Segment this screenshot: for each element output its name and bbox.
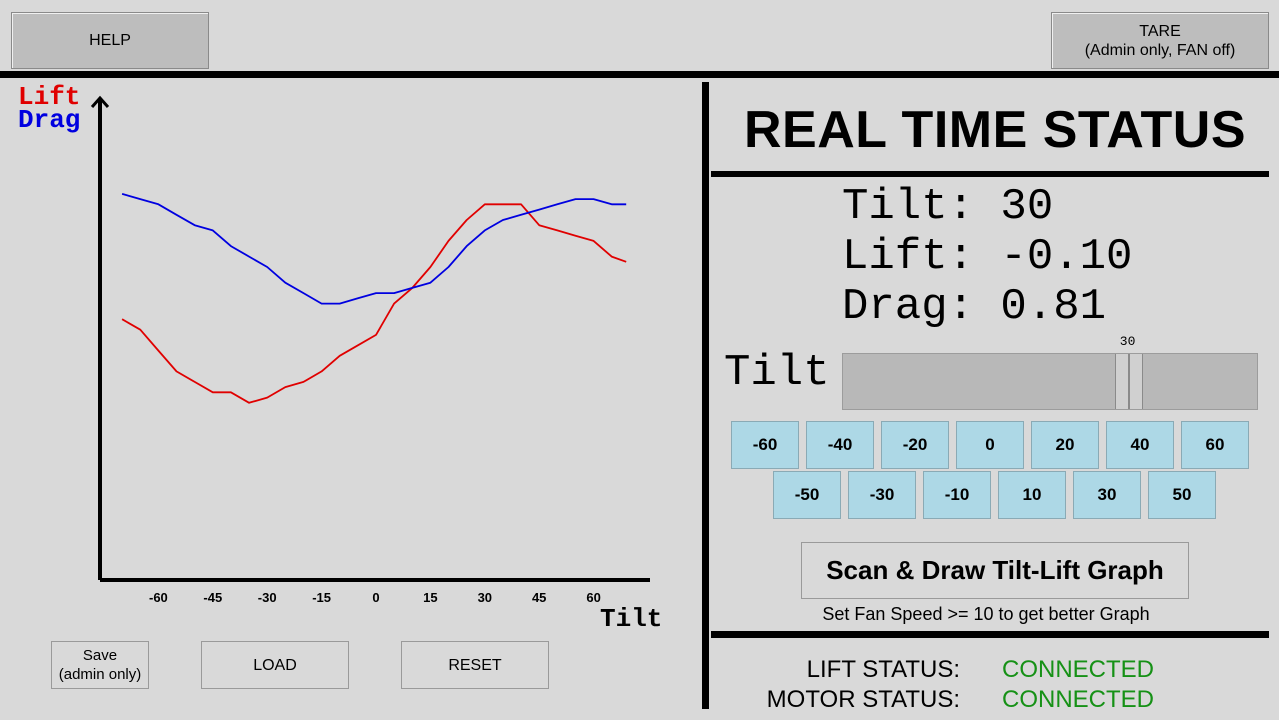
lift-status-label: LIFT STATUS: — [806, 656, 960, 683]
save-button[interactable]: Save (admin only) — [51, 641, 149, 689]
legend-drag: Drag — [18, 105, 81, 135]
tilt-preset-button[interactable]: 30 — [1073, 471, 1141, 519]
tilt-preset-button[interactable]: 50 — [1148, 471, 1216, 519]
tilt-preset-button[interactable]: -20 — [881, 421, 949, 469]
tilt-preset-button[interactable]: 20 — [1031, 421, 1099, 469]
tilt-lift-chart: -60 -45 -30 -15 0 15 30 45 60 — [90, 95, 650, 605]
x-tick-label: 45 — [532, 590, 546, 605]
lift-readout: Lift: -0.10 — [842, 232, 1133, 282]
x-tick-label: -45 — [203, 590, 222, 605]
tilt-preset-button[interactable]: 0 — [956, 421, 1024, 469]
tare-button-note: (Admin only, FAN off) — [1084, 41, 1236, 59]
slider-value: 30 — [1119, 334, 1136, 349]
x-tick-label: -30 — [258, 590, 277, 605]
save-button-label: Save — [82, 647, 118, 664]
tilt-slider[interactable] — [842, 353, 1258, 410]
x-tick-label: 0 — [372, 590, 379, 605]
y-axis-arrow — [90, 95, 110, 108]
lift-status-value: CONNECTED — [1002, 656, 1155, 683]
tilt-preset-button[interactable]: -30 — [848, 471, 916, 519]
x-tick-label: 30 — [478, 590, 492, 605]
load-button-label: LOAD — [253, 656, 297, 674]
tilt-preset-button[interactable]: -10 — [923, 471, 991, 519]
x-axis-label: Tilt — [600, 604, 663, 634]
tilt-readout: Tilt: 30 — [842, 182, 1054, 232]
slider-label: Tilt — [724, 348, 830, 398]
save-button-note: (admin only) — [58, 666, 142, 683]
header-divider — [0, 71, 1279, 78]
reset-button-label: RESET — [448, 656, 502, 674]
drag-series-line — [121, 193, 627, 305]
scan-hint: Set Fan Speed >= 10 to get better Graph — [822, 604, 1150, 624]
tilt-preset-button[interactable]: 10 — [998, 471, 1066, 519]
tare-button-label: TARE — [1139, 22, 1181, 40]
lift-series-line — [121, 203, 627, 404]
tilt-preset-button[interactable]: -40 — [806, 421, 874, 469]
slider-handle-grip — [1127, 354, 1130, 409]
motor-status-label: MOTOR STATUS: — [766, 686, 960, 713]
slider-handle[interactable] — [1114, 354, 1143, 409]
scan-draw-button-label: Scan & Draw Tilt-Lift Graph — [826, 555, 1164, 585]
tare-button[interactable]: TARE (Admin only, FAN off) — [1051, 12, 1269, 69]
x-tick-label: -15 — [312, 590, 331, 605]
tilt-preset-button[interactable]: -50 — [773, 471, 841, 519]
tilt-preset-button[interactable]: 60 — [1181, 421, 1249, 469]
motor-status-value: CONNECTED — [1002, 686, 1155, 713]
drag-readout: Drag: 0.81 — [842, 282, 1107, 332]
tilt-preset-button[interactable]: -60 — [731, 421, 799, 469]
panel-divider — [702, 82, 709, 709]
help-button[interactable]: HELP — [11, 12, 209, 69]
status-title: REAL TIME STATUS — [744, 101, 1246, 159]
x-tick-label: 15 — [423, 590, 437, 605]
legend-lift: Lift — [18, 82, 81, 112]
scan-draw-button[interactable]: Scan & Draw Tilt-Lift Graph — [801, 542, 1189, 599]
status-title-divider — [711, 171, 1269, 177]
reset-button[interactable]: RESET — [401, 641, 549, 689]
x-tick-label: 60 — [586, 590, 600, 605]
status-bottom-divider — [711, 631, 1269, 638]
tilt-preset-button[interactable]: 40 — [1106, 421, 1174, 469]
x-tick-label: -60 — [149, 590, 168, 605]
help-button-label: HELP — [89, 32, 131, 49]
load-button[interactable]: LOAD — [201, 641, 349, 689]
